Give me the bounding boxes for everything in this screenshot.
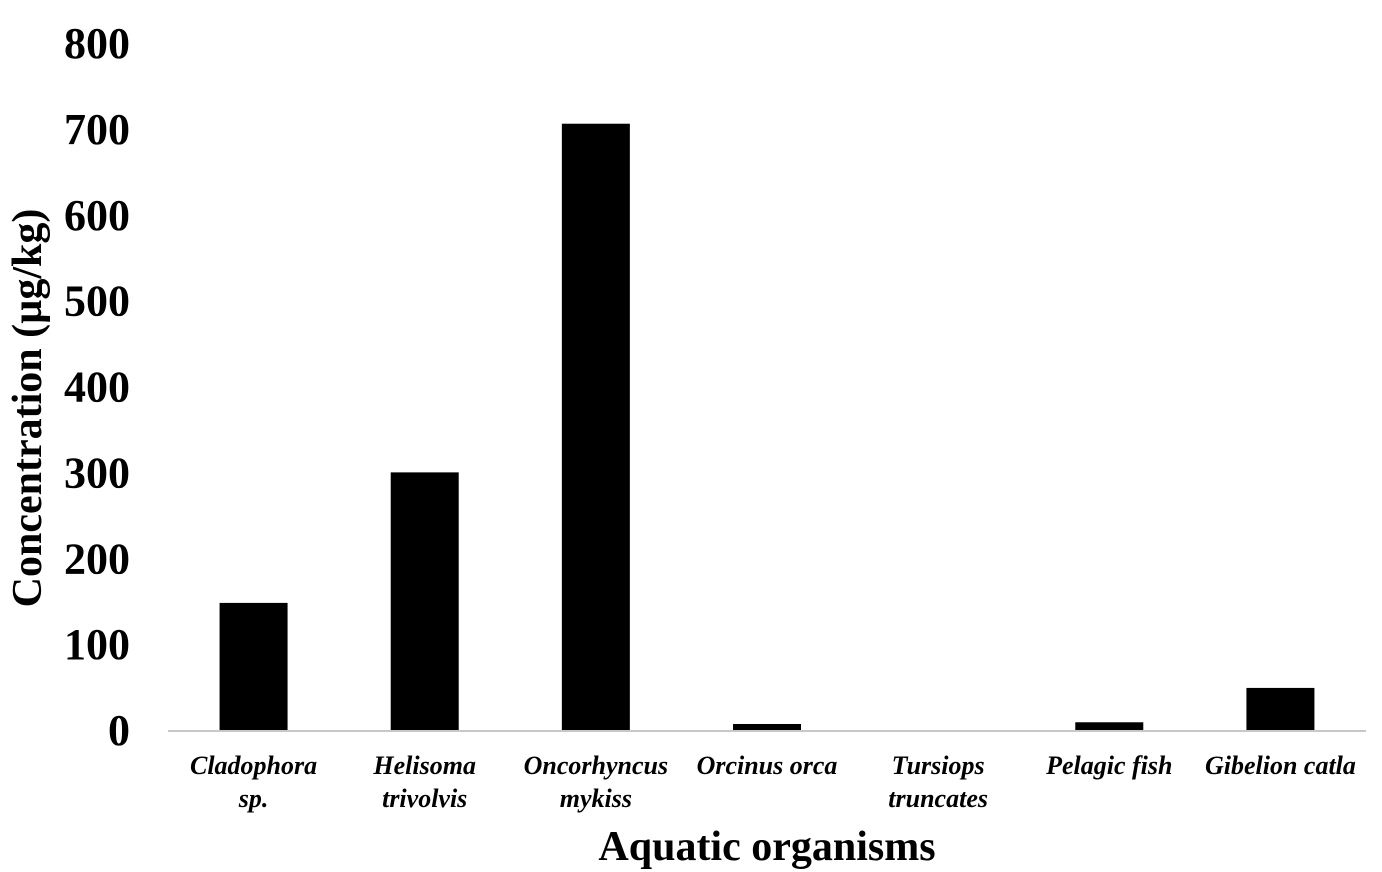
bar: [390, 472, 459, 730]
y-axis-title: Concentration (µg/kg): [5, 209, 51, 608]
x-axis-title: Aquatic organisms: [598, 824, 935, 870]
x-axis-category-labels: Cladophora sp. Helisoma trivolvis Oncorhyncu…: [190, 751, 1356, 813]
y-tick-label: 0: [108, 706, 130, 755]
x-category-label: Pelagic fish: [1045, 751, 1172, 780]
bar: [1075, 722, 1144, 730]
y-tick-label: 100: [64, 620, 130, 669]
y-tick-label: 800: [64, 19, 130, 68]
y-tick-label: 700: [64, 105, 130, 154]
bar: [1246, 687, 1315, 730]
y-tick-label: 500: [64, 277, 130, 326]
bars: [219, 123, 1315, 730]
x-category-label: Tursiops: [892, 751, 985, 780]
y-tick-label: 600: [64, 191, 130, 240]
x-category-label: Gibelion catla: [1205, 751, 1356, 780]
y-axis-tick-labels: 0 100 200 300 400 500 600 700 800: [64, 19, 130, 755]
y-tick-label: 200: [64, 534, 130, 583]
x-category-label: Cladophora: [190, 751, 317, 780]
x-category-label: sp.: [238, 784, 269, 813]
x-category-label: trivolvis: [382, 784, 467, 813]
x-category-label: mykiss: [560, 784, 632, 813]
x-category-label: Oncorhyncus: [524, 751, 668, 780]
x-category-label: truncates: [888, 784, 988, 813]
bar: [561, 123, 630, 730]
bar: [219, 602, 288, 730]
bar: [733, 723, 801, 730]
y-tick-label: 300: [64, 448, 130, 497]
y-tick-label: 400: [64, 363, 130, 412]
x-category-label: Orcinus orca: [697, 751, 838, 780]
x-category-label: Helisoma: [372, 751, 476, 780]
